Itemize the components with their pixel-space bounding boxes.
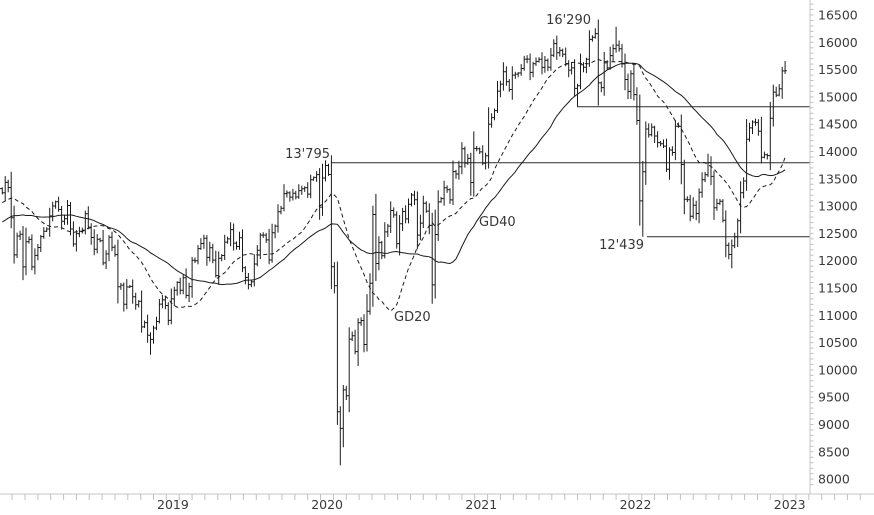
resistance-annotation-label: 13'795 [285,147,330,162]
support-annotation-label: 12'439 [599,238,644,253]
x-axis-year-label: 2021 [465,497,497,512]
gd20-line [2,58,786,312]
y-axis-tick-label: 16000 [818,35,858,50]
y-axis-tick-label: 14500 [818,117,858,132]
y-axis-tick-label: 13000 [818,199,858,214]
x-axis-year-label: 2022 [620,497,652,512]
y-axis-tick-label: 12500 [818,226,858,241]
gd40-line-label: GD40 [479,215,516,230]
ohlc-bars-path [0,19,787,466]
y-axis-tick-label: 11500 [818,281,858,296]
y-axis-tick-label: 11000 [818,308,858,323]
y-axis-tick-label: 13500 [818,171,858,186]
y-axis-tick-label: 8500 [818,444,850,459]
high-annotation-label: 16'290 [546,13,591,28]
x-axis-year-label: 2019 [157,497,189,512]
y-axis-tick-label: 12000 [818,253,858,268]
x-axis-year-label: 2020 [311,497,343,512]
moving-average-lines [2,58,786,312]
y-axis-tick-label: 8000 [818,472,850,487]
gd20-line-label: GD20 [394,310,431,325]
y-axis-tick-label: 9000 [818,417,850,432]
y-axis-tick-label: 10500 [818,335,858,350]
gd40-line [2,62,786,286]
y-axis-tick-label: 10000 [818,362,858,377]
y-axis-tick-label: 9500 [818,390,850,405]
x-axis-year-label: 2023 [774,497,806,512]
y-axis-tick-label: 14000 [818,144,858,159]
chart-annotations: 16'290 13'795 12'439 GD40 GD20 [285,13,644,325]
y-axis-tick-label: 15500 [818,62,858,77]
price-bars [0,19,787,466]
y-axis-tick-label: 16500 [818,8,858,23]
y-axis-tick-label: 15000 [818,89,858,104]
level-lines [331,106,810,238]
